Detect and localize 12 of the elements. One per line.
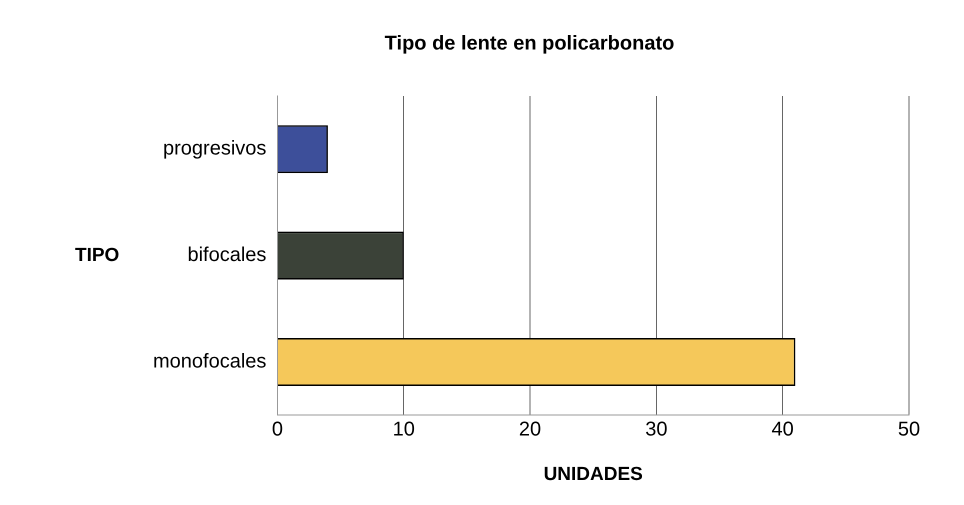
x-tick-label: 0 [272, 418, 283, 441]
x-tick-label: 30 [645, 418, 668, 441]
x-tick-label: 10 [392, 418, 415, 441]
x-tick-label: 40 [772, 418, 794, 441]
y-tick-label: monofocales [152, 350, 266, 373]
chart-title: Tipo de lente en policarbonato [384, 32, 674, 55]
y-tick-label: bifocales [187, 244, 266, 266]
x-tick-label: 50 [898, 418, 920, 441]
y-axis-title: TIPO [75, 244, 120, 266]
y-tick-label: progresivos [163, 138, 266, 160]
x-tick-label: 20 [518, 418, 542, 441]
x-axis-title: UNIDADES [544, 464, 643, 485]
